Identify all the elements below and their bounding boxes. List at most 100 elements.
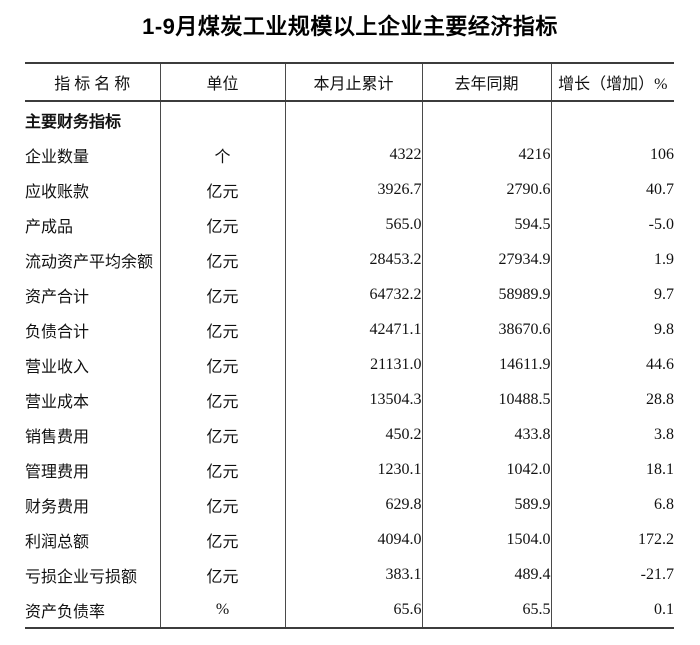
cell-last-year: 1504.0 bbox=[421, 522, 551, 557]
cell-growth: -5.0 bbox=[550, 207, 674, 242]
table-row: 管理费用 亿元 1230.1 1042.0 18.1 bbox=[25, 452, 674, 487]
cell-unit: 亿元 bbox=[159, 487, 285, 522]
cell-last-year: 489.4 bbox=[421, 557, 551, 592]
cell-growth: 44.6 bbox=[550, 347, 674, 382]
cell-indicator-name: 资产负债率 bbox=[25, 603, 106, 621]
cell-unit: % bbox=[159, 592, 285, 628]
cell-growth: 0.1 bbox=[550, 592, 674, 628]
cell-current-cumulative: 28453.2 bbox=[284, 242, 422, 277]
cell-unit: 亿元 bbox=[159, 312, 285, 347]
cell-current-cumulative: 4094.0 bbox=[284, 522, 422, 557]
column-header-unit: 单位 bbox=[159, 63, 285, 102]
cell-growth: 6.8 bbox=[550, 487, 674, 522]
cell-unit: 亿元 bbox=[159, 277, 285, 312]
table-row: 企业数量 个 4322 4216 106 bbox=[25, 137, 674, 172]
table-row: 资产负债率% 65.6 65.5 0.1 bbox=[25, 592, 674, 628]
cell-unit: 亿元 bbox=[159, 207, 285, 242]
cell-last-year: 10488.5 bbox=[421, 382, 551, 417]
cell-unit: 亿元 bbox=[159, 452, 285, 487]
table-header: 指 标 名 称 单位 本月止累计 去年同期 增长（增加）% bbox=[25, 63, 674, 102]
cell-last-year: 1042.0 bbox=[421, 452, 551, 487]
table-row: 负债合计 亿元 42471.1 38670.6 9.8 bbox=[25, 312, 674, 347]
cell-last-year: 14611.9 bbox=[421, 347, 551, 382]
cell-current-cumulative: 4322 bbox=[284, 137, 422, 172]
cell-growth: -21.7 bbox=[550, 557, 674, 592]
cell-indicator-name: 财务费用 bbox=[25, 498, 90, 516]
cell-indicator-name: 利润总额 bbox=[25, 533, 90, 551]
cell-current-cumulative: 383.1 bbox=[284, 557, 422, 592]
cell-last-year: 433.8 bbox=[421, 417, 551, 452]
table-row: 产成品 亿元 565.0 594.5 -5.0 bbox=[25, 207, 674, 242]
cell-current-cumulative: 629.8 bbox=[284, 487, 422, 522]
cell-indicator-name: 产成品 bbox=[25, 218, 74, 236]
cell-growth: 3.8 bbox=[550, 417, 674, 452]
table-row: 资产合计 亿元 64732.2 58989.9 9.7 bbox=[25, 277, 674, 312]
cell-current-cumulative: 450.2 bbox=[284, 417, 422, 452]
cell-growth: 1.9 bbox=[550, 242, 674, 277]
cell-growth: 40.7 bbox=[550, 172, 674, 207]
cell-indicator-name: 营业收入 bbox=[25, 358, 90, 376]
cell-indicator-name: 负债合计 bbox=[25, 323, 90, 341]
cell-unit: 亿元 bbox=[159, 417, 285, 452]
cell-indicator-name: 应收账款 bbox=[25, 183, 90, 201]
cell-last-year: 38670.6 bbox=[421, 312, 551, 347]
cell-indicator-name: 销售费用 bbox=[25, 428, 90, 446]
cell-growth: 18.1 bbox=[550, 452, 674, 487]
cell-indicator-name: 营业成本 bbox=[25, 393, 90, 411]
cell-unit: 亿元 bbox=[159, 522, 285, 557]
cell-current-cumulative: 1230.1 bbox=[284, 452, 422, 487]
section-title: 主要财务指标 bbox=[25, 113, 122, 131]
cell-unit: 亿元 bbox=[159, 172, 285, 207]
cell-unit: 亿元 bbox=[159, 557, 285, 592]
cell-current-cumulative: 13504.3 bbox=[284, 382, 422, 417]
cell-indicator-name: 企业数量 bbox=[25, 148, 90, 166]
cell-empty bbox=[284, 101, 422, 137]
indicators-table: 指 标 名 称 单位 本月止累计 去年同期 增长（增加）% 主要财务指标 企业数… bbox=[25, 62, 674, 629]
cell-current-cumulative: 64732.2 bbox=[284, 277, 422, 312]
table-row: 财务费用 亿元 629.8 589.9 6.8 bbox=[25, 487, 674, 522]
cell-current-cumulative: 42471.1 bbox=[284, 312, 422, 347]
cell-indicator-name: 亏损企业亏损额 bbox=[25, 568, 138, 586]
table-row: 流动资产平均余额 亿元 28453.2 27934.9 1.9 bbox=[25, 242, 674, 277]
table-row: 营业收入 亿元 21131.0 14611.9 44.6 bbox=[25, 347, 674, 382]
cell-last-year: 594.5 bbox=[421, 207, 551, 242]
cell-last-year: 2790.6 bbox=[421, 172, 551, 207]
cell-empty bbox=[421, 101, 551, 137]
column-header-current: 本月止累计 bbox=[284, 63, 422, 102]
cell-last-year: 4216 bbox=[421, 137, 551, 172]
cell-growth: 9.7 bbox=[550, 277, 674, 312]
cell-current-cumulative: 565.0 bbox=[284, 207, 422, 242]
cell-unit: 亿元 bbox=[159, 382, 285, 417]
cell-unit: 亿元 bbox=[159, 347, 285, 382]
cell-current-cumulative: 21131.0 bbox=[284, 347, 422, 382]
cell-empty bbox=[159, 101, 285, 137]
cell-last-year: 27934.9 bbox=[421, 242, 551, 277]
cell-growth: 9.8 bbox=[550, 312, 674, 347]
section-row: 主要财务指标 bbox=[25, 101, 674, 137]
table-row: 亏损企业亏损额 亿元 383.1 489.4 -21.7 bbox=[25, 557, 674, 592]
column-header-lastyear: 去年同期 bbox=[421, 63, 551, 102]
cell-indicator-name: 管理费用 bbox=[25, 463, 90, 481]
cell-current-cumulative: 65.6 bbox=[284, 592, 422, 628]
cell-last-year: 65.5 bbox=[421, 592, 551, 628]
cell-current-cumulative: 3926.7 bbox=[284, 172, 422, 207]
cell-empty bbox=[550, 101, 674, 137]
table-row: 应收账款 亿元 3926.7 2790.6 40.7 bbox=[25, 172, 674, 207]
cell-last-year: 58989.9 bbox=[421, 277, 551, 312]
cell-indicator-name: 流动资产平均余额 bbox=[25, 253, 154, 271]
table-body: 主要财务指标 企业数量个 4322 4216 106 应收账款 亿元 3926.7 2790.… bbox=[25, 101, 674, 628]
cell-growth: 28.8 bbox=[550, 382, 674, 417]
table-row: 利润总额 亿元 4094.0 1504.0 172.2 bbox=[25, 522, 674, 557]
column-header-growth: 增长（增加）% bbox=[550, 63, 674, 102]
page-title: 1-9月煤炭工业规模以上企业主要经济指标 bbox=[142, 14, 558, 39]
table-row: 营业成本 亿元 13504.3 10488.5 28.8 bbox=[25, 382, 674, 417]
cell-growth: 106 bbox=[550, 137, 674, 172]
header-row: 指 标 名 称 单位 本月止累计 去年同期 增长（增加）% bbox=[25, 63, 674, 102]
column-header-indicator: 指 标 名 称 bbox=[25, 63, 160, 102]
cell-unit: 个 bbox=[159, 137, 285, 172]
cell-growth: 172.2 bbox=[550, 522, 674, 557]
cell-indicator-name: 资产合计 bbox=[25, 288, 90, 306]
cell-unit: 亿元 bbox=[159, 242, 285, 277]
table-row: 销售费用 亿元 450.2 433.8 3.8 bbox=[25, 417, 674, 452]
cell-last-year: 589.9 bbox=[421, 487, 551, 522]
